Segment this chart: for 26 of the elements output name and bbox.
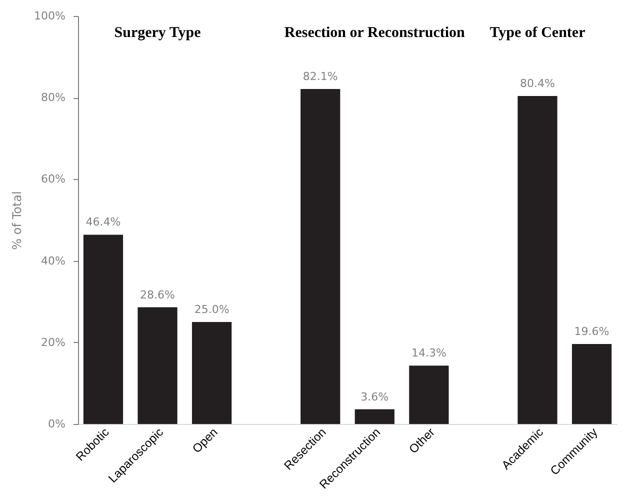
annotation: Surgery Type xyxy=(114,25,202,41)
y-tick-label: 40% xyxy=(41,254,66,268)
data-label: 46.4% xyxy=(86,216,121,229)
data-label: 19.6% xyxy=(574,325,610,338)
bar xyxy=(138,307,178,424)
annotation: Resection or Reconstruction xyxy=(284,25,466,41)
annotation: Type of Center xyxy=(490,25,586,41)
data-label: 14.3% xyxy=(411,346,446,360)
data-label: 80.4% xyxy=(520,76,555,90)
y-tick-label: 0% xyxy=(48,418,66,430)
y-axis-title: % of Total xyxy=(10,191,24,250)
y-tick-label: 60% xyxy=(41,172,66,186)
data-label: 28.6% xyxy=(140,288,175,302)
data-label: 25.0% xyxy=(194,303,230,316)
y-tick-label: 20% xyxy=(41,336,66,349)
bar xyxy=(192,322,232,424)
y-tick-label: 80% xyxy=(41,91,66,104)
y-tick-label: 100% xyxy=(34,10,66,22)
bar xyxy=(409,366,449,424)
bar xyxy=(300,89,340,424)
bar xyxy=(83,234,124,424)
bar xyxy=(518,96,558,424)
data-label: 82.1% xyxy=(302,70,338,84)
data-label: 3.6% xyxy=(360,390,389,404)
bar xyxy=(572,344,612,424)
bar xyxy=(354,409,394,424)
